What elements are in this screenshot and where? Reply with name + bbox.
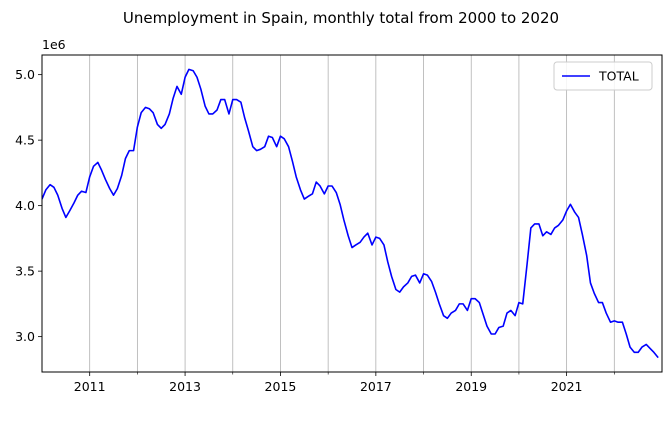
- grid-lines: [89, 55, 615, 372]
- axes: 2011 2013 2015 2017 2019 2021 3.0 3.5 4.0 4.5 5.0: [15, 67, 615, 394]
- y-tick-label: 3.0: [15, 329, 35, 344]
- y-axis-offset-label: 1e6: [42, 37, 66, 52]
- x-tick-label: 2015: [265, 379, 297, 394]
- y-tick-label: 4.5: [15, 133, 35, 148]
- legend-label: TOTAL: [598, 69, 639, 84]
- plot-frame: [41, 54, 663, 373]
- x-tick-label: 2017: [360, 379, 392, 394]
- x-tick-label: 2019: [455, 379, 487, 394]
- legend-box: [553, 61, 653, 91]
- chart-title: Unemployment in Spain, monthly total fro…: [123, 9, 559, 27]
- y-tick-label: 3.5: [15, 264, 35, 279]
- x-tick-label: 2013: [169, 379, 201, 394]
- y-tick-label: 4.0: [15, 198, 35, 213]
- x-tick-label: 2011: [74, 379, 106, 394]
- legend: TOTAL: [553, 61, 653, 91]
- series-layer: [42, 68, 659, 359]
- series-line-total: [42, 68, 659, 359]
- x-tick-label: 2021: [551, 379, 583, 394]
- y-tick-label: 5.0: [15, 67, 35, 82]
